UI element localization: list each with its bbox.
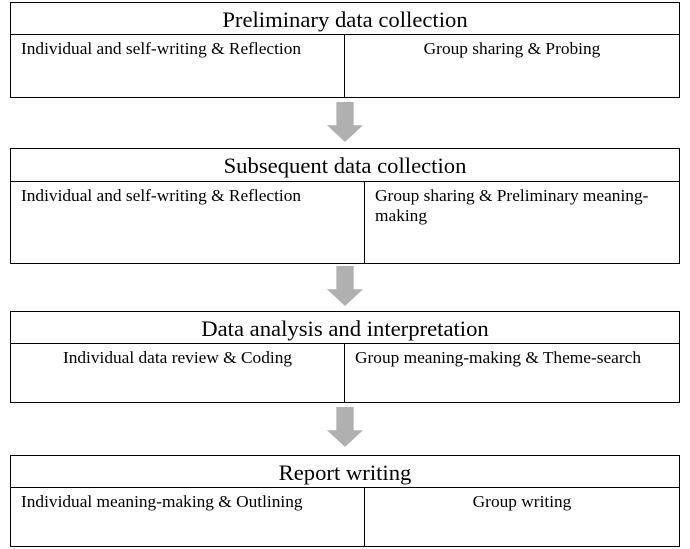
stage3-title: Data analysis and interpretation [11,312,679,344]
arrow-svg [327,266,363,306]
stage1-left-cell: Individual and self-writing & Reflection [11,35,345,97]
stage-data-analysis: Data analysis and interpretation Individ… [10,311,680,403]
arrow-down-icon [327,102,363,147]
stage3-row: Individual data review & Coding Group me… [11,344,679,402]
arrow-svg [327,102,363,142]
stage4-row: Individual meaning-making & Outlining Gr… [11,488,679,546]
stage1-title: Preliminary data collection [11,3,679,35]
arrow-svg [327,407,363,447]
stage3-left-cell: Individual data review & Coding [11,344,345,402]
flowchart-canvas: Preliminary data collection Individual a… [0,0,690,549]
arrow-down-icon [327,266,363,311]
stage3-right-cell: Group meaning-making & Theme-search [345,344,679,402]
stage2-row: Individual and self-writing & Reflection… [11,182,679,263]
stage-report-writing: Report writing Individual meaning-making… [10,455,680,547]
stage4-right-cell: Group writing [365,488,679,546]
arrow-down-icon [327,407,363,452]
stage2-right-cell: Group sharing & Preliminary meaning-maki… [365,182,679,263]
stage-subsequent-data-collection: Subsequent data collection Individual an… [10,148,680,264]
stage1-right-cell: Group sharing & Probing [345,35,679,97]
stage2-left-cell: Individual and self-writing & Reflection [11,182,365,263]
stage1-row: Individual and self-writing & Reflection… [11,35,679,97]
stage4-title: Report writing [11,456,679,488]
stage-preliminary-data-collection: Preliminary data collection Individual a… [10,2,680,98]
stage4-left-cell: Individual meaning-making & Outlining [11,488,365,546]
stage2-title: Subsequent data collection [11,149,679,182]
